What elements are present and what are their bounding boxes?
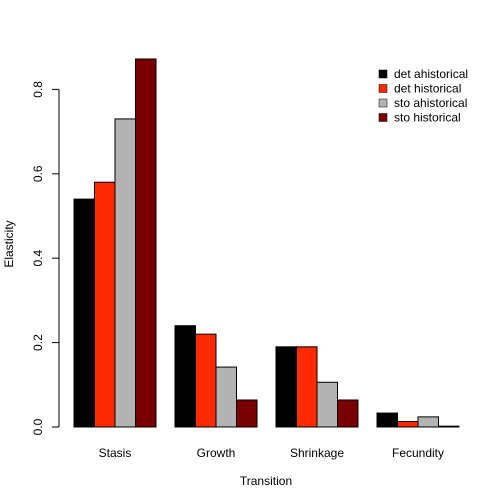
legend-label: det historical: [394, 82, 461, 96]
x-category-label: Growth: [197, 446, 236, 460]
bar-shrinkage-sto-ahistorical: [316, 381, 338, 428]
legend-swatch: [378, 113, 388, 122]
y-axis: 0.0 0.2 0.4 0.6 0.8: [31, 81, 60, 435]
legend-swatch: [378, 98, 388, 108]
x-category-labels: Stasis Growth Shrinkage Fecundity: [99, 446, 444, 460]
bar-shrinkage-det-historical: [296, 346, 318, 428]
y-tick-label: 0.4: [31, 250, 45, 267]
bar-growth-det-historical: [195, 333, 217, 428]
y-tick-label: 0.2: [31, 334, 45, 351]
bar-fecundity-det-historical: [397, 421, 419, 428]
bar-stasis-det-historical: [94, 181, 116, 428]
bar-stasis-det-ahistorical: [73, 198, 95, 428]
legend-swatch: [378, 69, 388, 79]
bar-fecundity-sto-historical: [438, 425, 460, 428]
x-category-label: Shrinkage: [290, 446, 344, 460]
bar-fecundity-sto-ahistorical: [417, 416, 439, 428]
y-axis-title: Elasticity: [2, 220, 16, 267]
bar-growth-det-ahistorical: [174, 325, 196, 428]
bar-shrinkage-det-ahistorical: [275, 346, 297, 428]
x-category-label: Stasis: [99, 446, 132, 460]
x-category-label: Fecundity: [392, 446, 444, 460]
y-tick-label: 0.0: [31, 418, 45, 435]
x-axis-title: Transition: [240, 474, 292, 488]
bar-growth-sto-historical: [236, 399, 258, 428]
legend-label: sto ahistorical: [394, 96, 467, 110]
legend-label: det ahistorical: [394, 67, 468, 81]
legend-label: sto historical: [394, 111, 461, 125]
bar-fecundity-det-ahistorical: [376, 412, 398, 428]
bar-stasis-sto-historical: [135, 58, 157, 428]
bar-stasis-sto-ahistorical: [114, 118, 136, 428]
bar-shrinkage-sto-historical: [337, 399, 359, 428]
y-tick-label: 0.8: [31, 81, 45, 98]
y-tick-label: 0.6: [31, 165, 45, 182]
legend-swatch: [378, 84, 388, 93]
bar-growth-sto-ahistorical: [215, 366, 237, 428]
bars-group: [73, 58, 460, 428]
